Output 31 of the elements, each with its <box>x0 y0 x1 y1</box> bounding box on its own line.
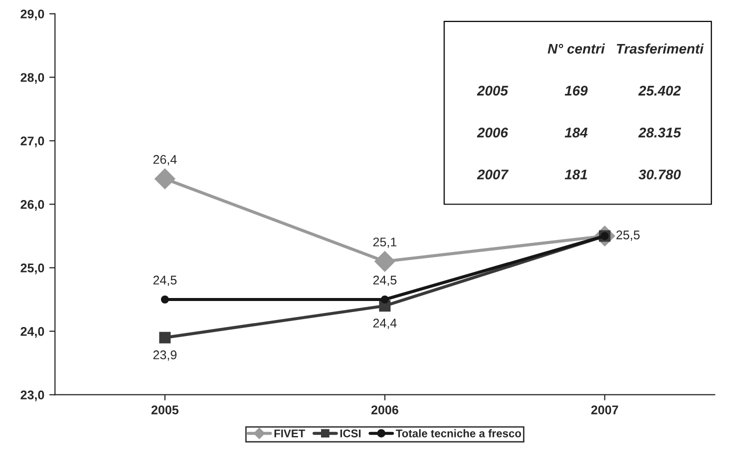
data-label: 23,9 <box>153 350 176 361</box>
annotation: 2007 <box>476 170 509 180</box>
annotation: 181 <box>564 170 587 180</box>
annotation: Trasferimenti <box>616 43 704 54</box>
annotation: 2005 <box>476 86 508 96</box>
data-label: 24,5 <box>373 276 396 286</box>
legend-label: FIVET <box>274 430 306 438</box>
annotation: 184 <box>564 128 588 138</box>
legend-label: Totale tecniche a fresco <box>396 429 522 438</box>
y-tick-label: 27,0 <box>20 136 44 148</box>
y-tick-label: 29,0 <box>20 10 44 20</box>
data-label: 25,5 <box>616 230 640 241</box>
y-tick-label: 23,0 <box>20 390 44 402</box>
data-label: 26,4 <box>153 155 177 166</box>
data-label: 24,5 <box>153 276 177 286</box>
annotation: 28.315 <box>638 128 682 138</box>
annotation: 2006 <box>476 128 508 138</box>
annotation: 30.780 <box>638 170 681 180</box>
legend-label: ICSI <box>340 429 361 438</box>
annotation: N° centri <box>548 43 606 54</box>
x-tick-label: 2005 <box>151 405 178 414</box>
y-tick-label: 24,0 <box>20 327 44 338</box>
data-label: 24,4 <box>373 318 397 330</box>
data-label: 25,1 <box>373 238 396 248</box>
x-tick-label: 2006 <box>371 405 398 414</box>
y-tick-label: 25,0 <box>20 264 44 274</box>
x-tick-label: 2007 <box>591 405 618 414</box>
annotation: 169 <box>564 86 588 96</box>
y-tick-label: 28,0 <box>20 73 44 84</box>
y-tick-label: 26,0 <box>20 200 44 211</box>
annotation: 25.402 <box>638 86 681 96</box>
